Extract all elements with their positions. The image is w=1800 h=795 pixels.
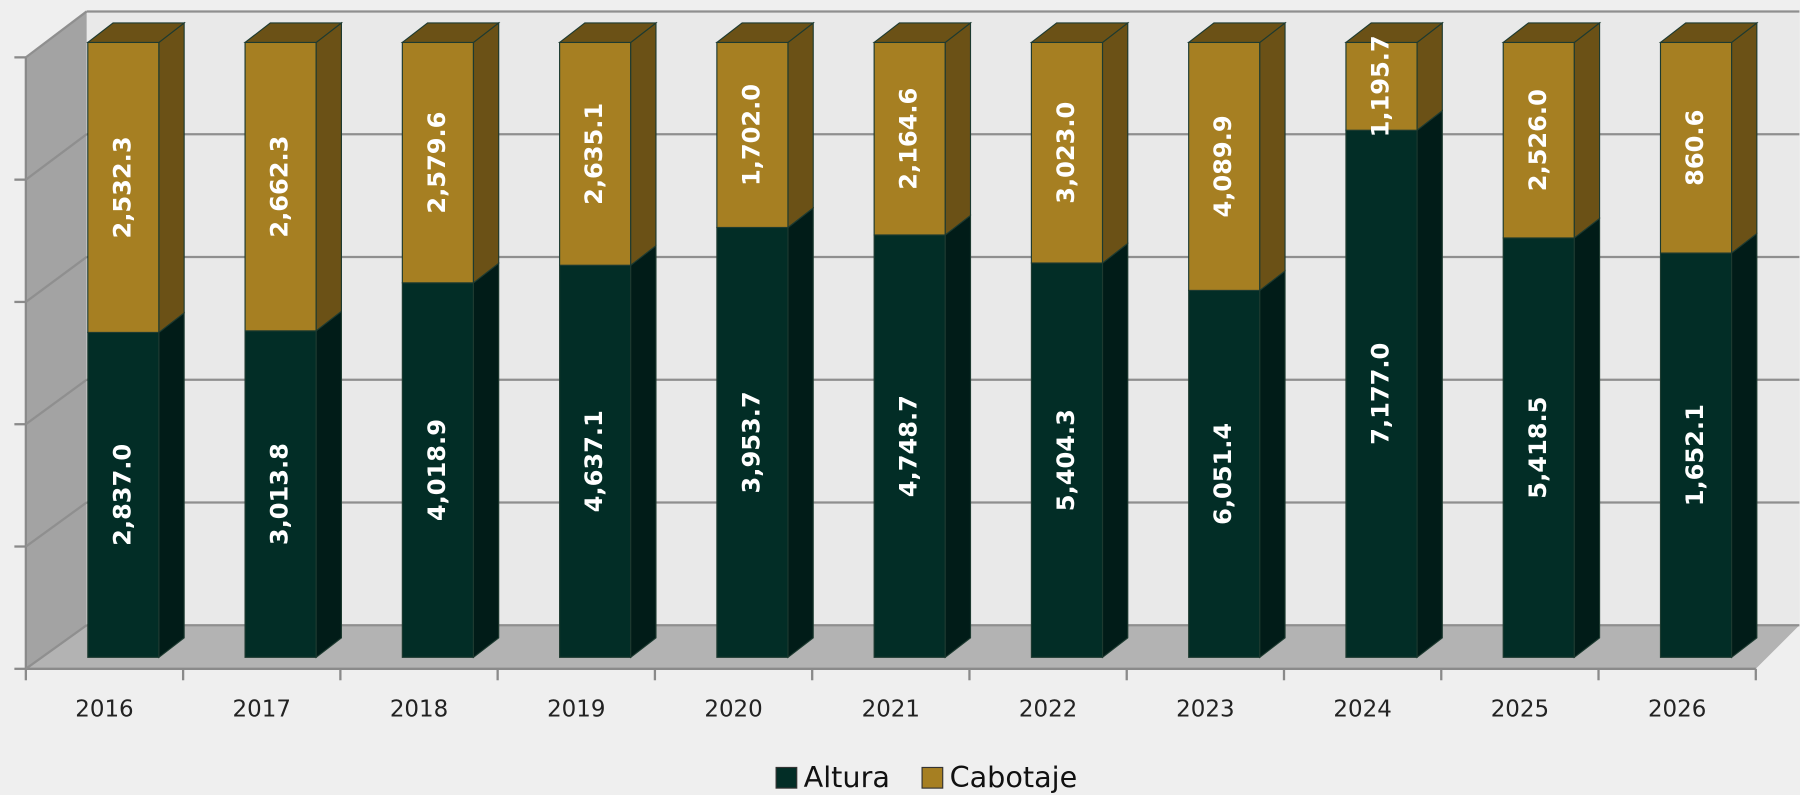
data-label: 2,526.0 (1524, 89, 1552, 191)
bar (1030, 262, 1104, 658)
x-tick-label: 2025 (1491, 697, 1549, 723)
legend-swatch (921, 766, 944, 789)
bar-side (315, 310, 342, 659)
x-tick-label: 2022 (1019, 697, 1077, 723)
grid-line-side (25, 133, 88, 181)
data-label: 2,579.6 (423, 112, 451, 214)
x-tick-label: 2016 (75, 697, 133, 723)
bar (87, 41, 160, 334)
x-tick-label: 2019 (547, 697, 605, 723)
bar-top (1344, 22, 1444, 44)
data-label: 2,164.6 (895, 88, 923, 190)
bar-side (787, 21, 814, 229)
bar-top (86, 22, 186, 44)
side-wall (25, 11, 87, 669)
bar (87, 331, 160, 658)
x-tick-label: 2023 (1176, 697, 1234, 723)
data-label: 5,404.3 (1052, 409, 1080, 511)
x-tick-label: 2017 (233, 697, 291, 723)
bar-side (630, 244, 657, 659)
bar (873, 234, 946, 658)
bar-side (944, 21, 972, 237)
bar-top (1186, 22, 1287, 44)
x-tick-label: 2024 (1333, 697, 1391, 723)
bar-side (1731, 232, 1758, 659)
bar-top (557, 22, 658, 44)
bar (1502, 41, 1575, 239)
bar (559, 264, 632, 658)
bar (401, 282, 475, 658)
data-label: 860.6 (1681, 110, 1709, 186)
legend-label: Cabotaje (950, 760, 1078, 794)
data-label: 2,837.0 (108, 444, 136, 546)
data-label: 4,018.9 (423, 419, 451, 521)
data-label: 2,635.1 (580, 103, 608, 205)
bar-side (1259, 21, 1286, 292)
bar-top (1501, 22, 1602, 44)
data-label: 2,662.3 (266, 136, 294, 238)
bar (1188, 41, 1261, 292)
grid-line-side (25, 501, 88, 548)
bar (1659, 252, 1733, 658)
bar-side (1416, 109, 1443, 659)
bar-side (1101, 242, 1129, 659)
bar-top (1029, 22, 1130, 44)
bar-side (787, 206, 814, 659)
data-label: 4,748.7 (895, 395, 923, 497)
bar-side (1573, 21, 1601, 240)
legend-swatch (775, 766, 798, 789)
data-label: 1,702.0 (737, 84, 765, 186)
bar-top (243, 22, 344, 44)
data-label: 3,953.7 (737, 391, 765, 493)
data-label: 7,177.0 (1367, 343, 1395, 445)
bar-side (472, 21, 500, 284)
bar-side (472, 262, 500, 659)
bar (401, 41, 475, 284)
data-label: 5,418.5 (1524, 397, 1552, 499)
grid-line-side (25, 256, 88, 303)
x-tick-label: 2018 (390, 697, 448, 723)
data-label: 4,637.1 (580, 410, 608, 512)
bar (1345, 41, 1418, 131)
bar-top (715, 22, 815, 44)
bar (244, 41, 317, 332)
x-tick-label: 2020 (704, 697, 762, 723)
data-label: 3,013.8 (266, 443, 294, 545)
x-tick-label: 2026 (1648, 697, 1706, 723)
bar-side (1573, 217, 1601, 659)
grid-line-side (25, 10, 88, 59)
grid-line-side (25, 624, 88, 670)
bar-side (158, 21, 185, 334)
data-label: 4,089.9 (1209, 115, 1237, 217)
grid-line-side (25, 378, 88, 426)
bar (559, 41, 632, 266)
legend-label: Altura (804, 760, 890, 794)
bar (1030, 41, 1104, 264)
bar-side (630, 21, 657, 267)
data-label: 1,195.7 (1367, 35, 1395, 137)
bar (244, 330, 317, 658)
bar (1502, 237, 1575, 658)
data-label: 2,532.3 (108, 136, 136, 238)
data-label: 3,023.0 (1052, 102, 1080, 204)
bar-side (1731, 21, 1758, 255)
x-tick-label: 2021 (862, 697, 920, 723)
bar-side (158, 311, 185, 659)
bar-top (872, 22, 973, 44)
bar (1659, 41, 1733, 254)
bar-side (1101, 21, 1129, 265)
bar-side (944, 214, 972, 659)
bar-top (400, 22, 501, 44)
bar-top (1658, 22, 1759, 44)
bar (1188, 289, 1261, 658)
data-label: 6,051.4 (1209, 423, 1237, 525)
bar-side (315, 21, 342, 333)
bar-side (1259, 269, 1286, 659)
data-label: 1,652.1 (1681, 404, 1709, 506)
